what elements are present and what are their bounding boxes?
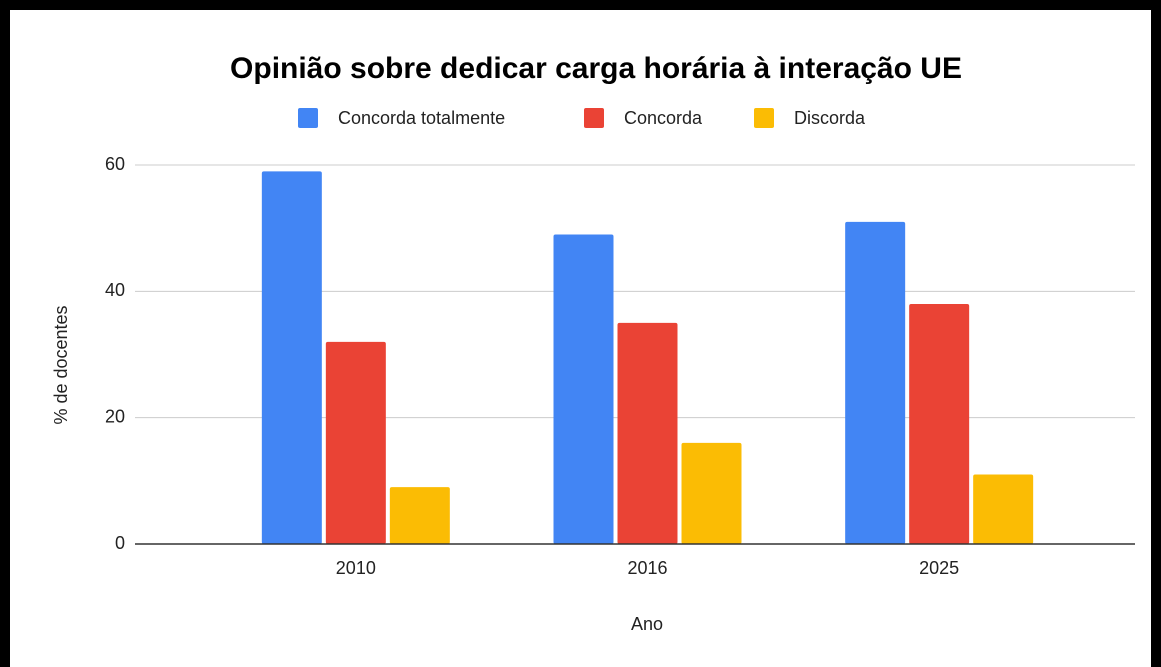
bar: [973, 474, 1034, 544]
y-tick-label: 20: [105, 406, 125, 426]
legend-label: Discorda: [794, 108, 866, 128]
chart-title: Opinião sobre dedicar carga horária à in…: [230, 52, 962, 85]
legend-label: Concorda totalmente: [338, 108, 505, 128]
x-tick-label: 2025: [919, 558, 959, 578]
bar: [325, 341, 386, 544]
bar: [553, 234, 614, 544]
bar: [681, 442, 742, 544]
x-axis-label: Ano: [631, 614, 663, 634]
y-tick-label: 60: [105, 154, 125, 174]
x-tick-label: 2010: [336, 558, 376, 578]
legend-swatch: [298, 108, 318, 128]
legend-swatch: [754, 108, 774, 128]
bar: [617, 322, 678, 544]
legend-label: Concorda: [624, 108, 703, 128]
bar: [845, 221, 906, 544]
bar: [261, 171, 322, 545]
bar: [909, 303, 970, 544]
x-tick-label: 2016: [627, 558, 667, 578]
y-axis-label: % de docentes: [51, 305, 71, 424]
legend-swatch: [584, 108, 604, 128]
y-tick-label: 40: [105, 280, 125, 300]
bar: [389, 487, 450, 544]
y-tick-label: 0: [115, 533, 125, 553]
